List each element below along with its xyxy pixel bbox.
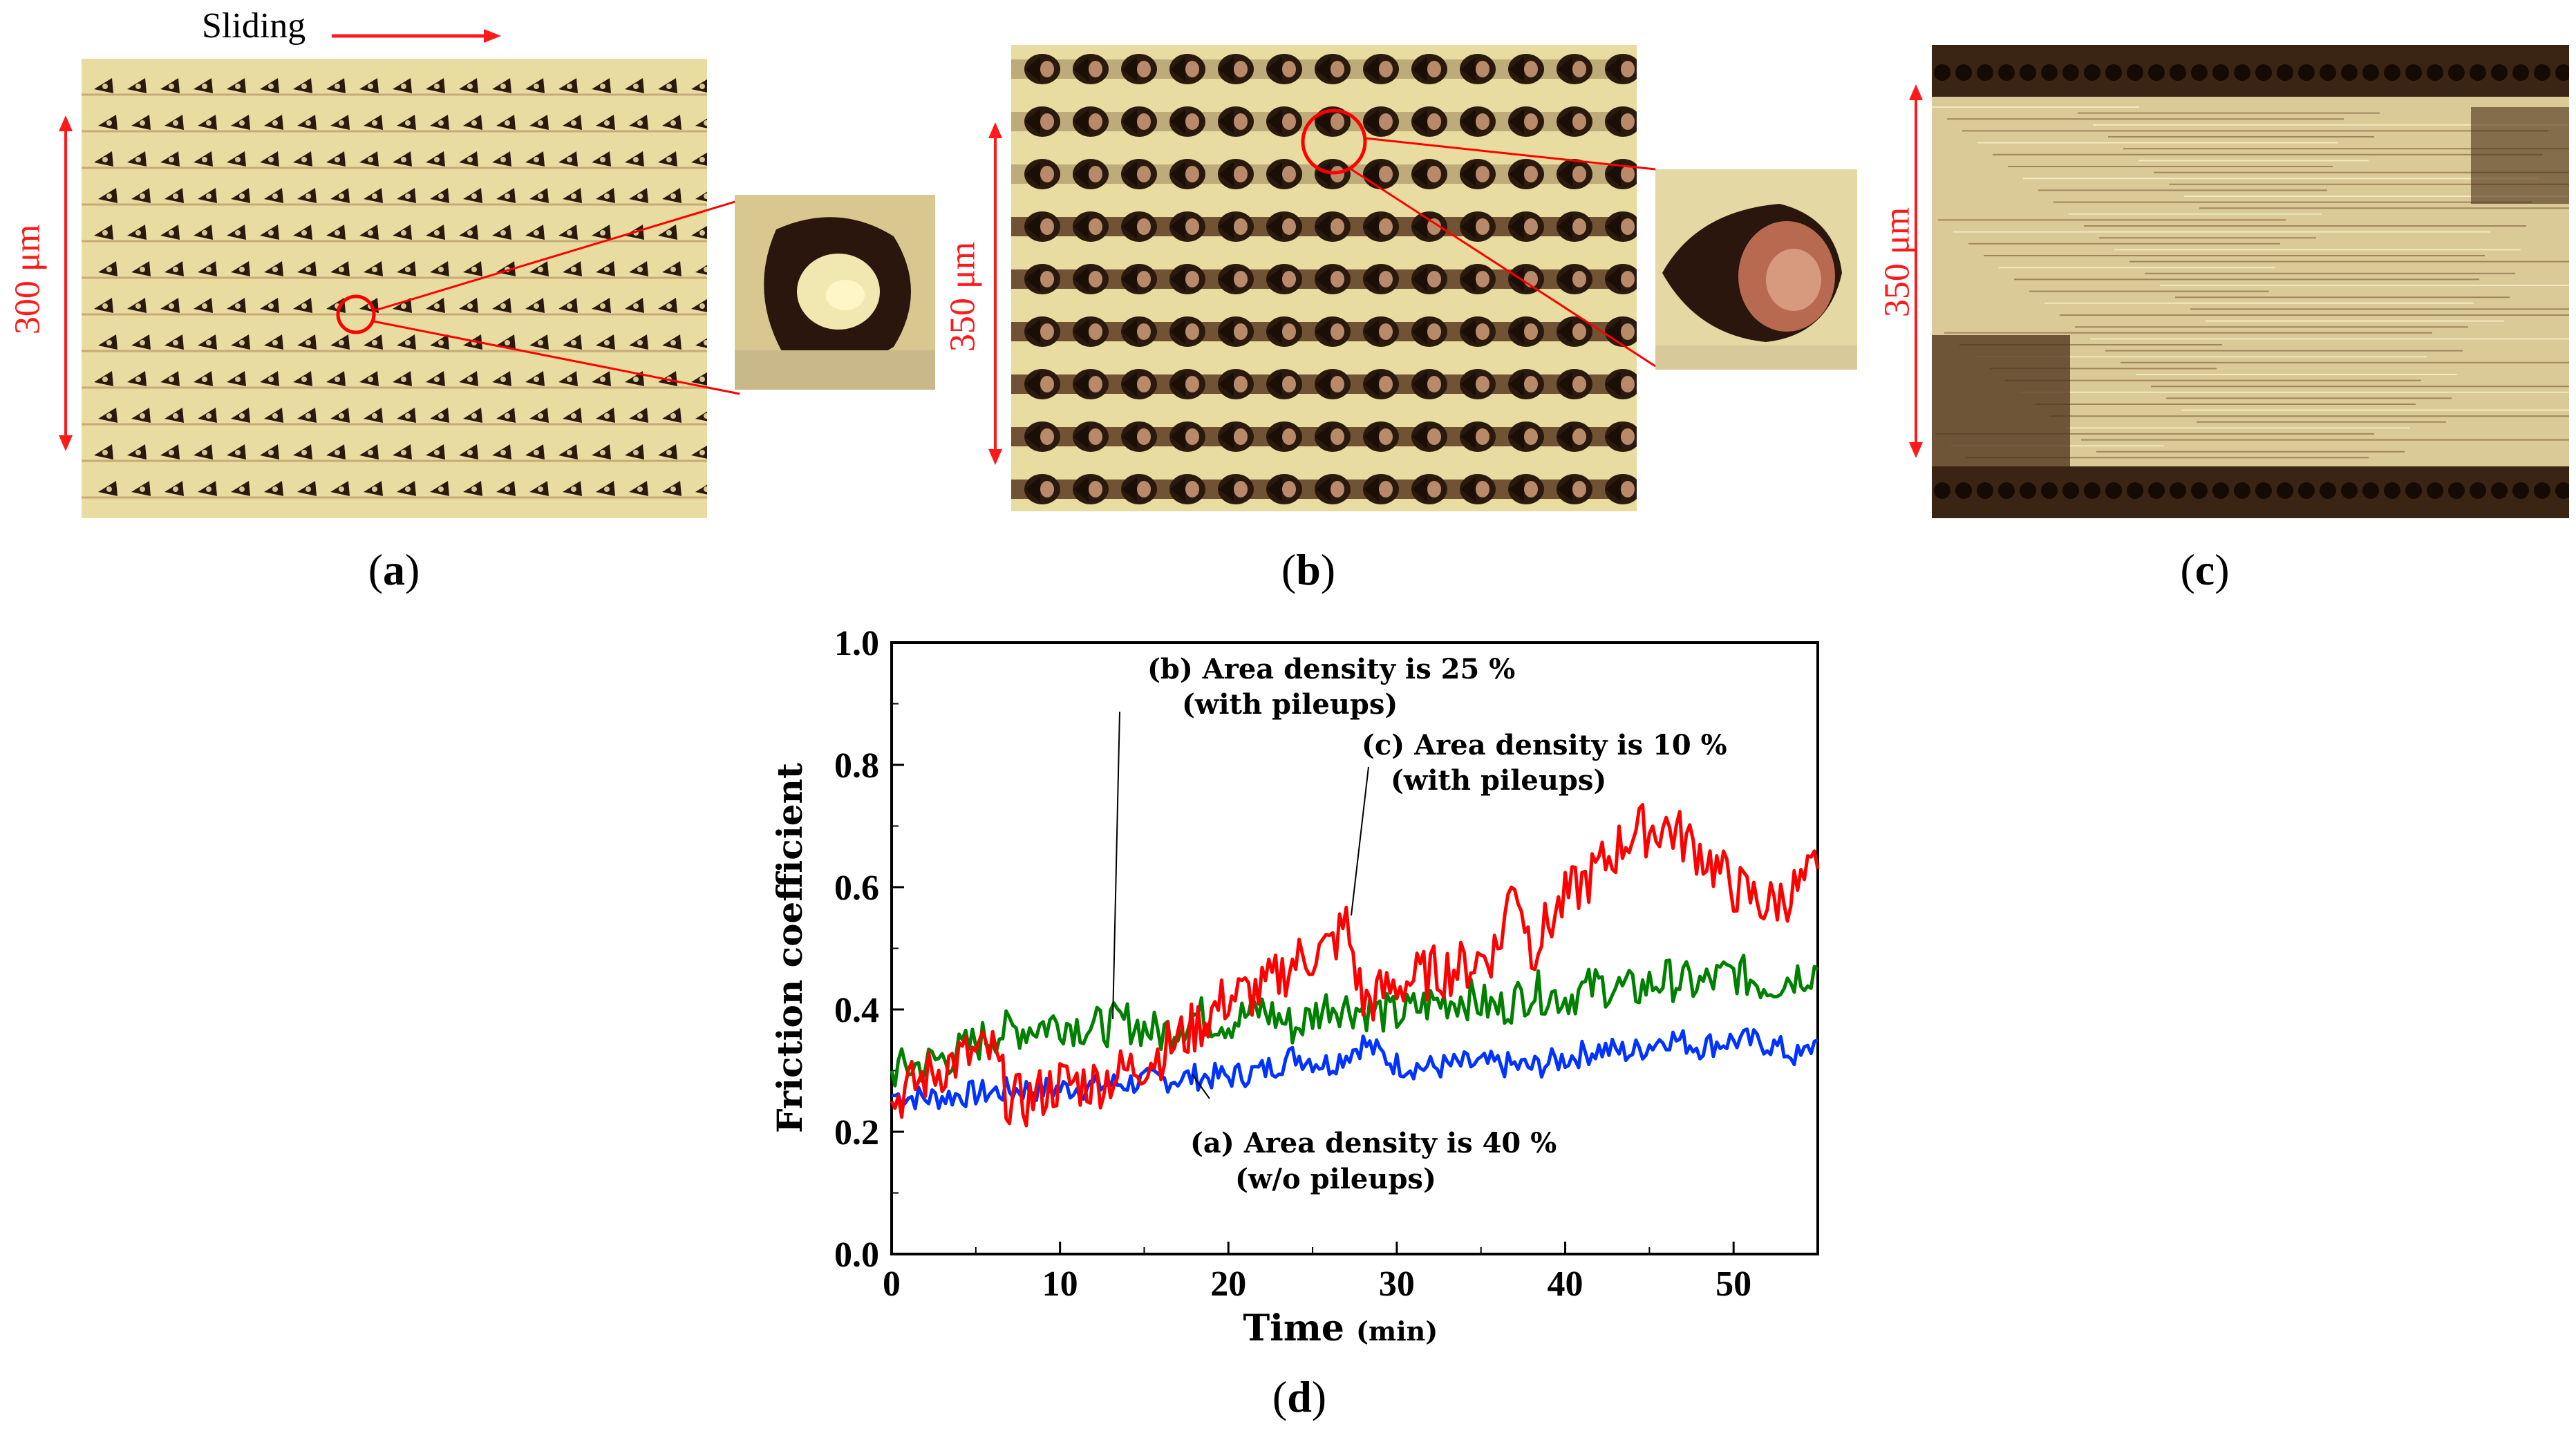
x-tick-label: 10 (1042, 1264, 1078, 1304)
y-axis-label: Friction coefficient (769, 763, 810, 1133)
x-axis-unit: (min) (1356, 1316, 1438, 1347)
y-tick-label: 0.0 (834, 1235, 879, 1275)
x-axis-label: Time (1243, 1307, 1344, 1349)
panel-label-a: (a) (368, 545, 420, 594)
leader-b (1112, 711, 1120, 1020)
annotation-c-title: (c) Area density is 10 % (1362, 729, 1727, 761)
panel-label-b: (b) (1281, 545, 1336, 594)
scale-bar-a (59, 115, 73, 451)
zoom-callout-a (336, 199, 740, 395)
annotation-b-title: (b) Area density is 25 % (1147, 653, 1515, 685)
x-tick-label: 40 (1548, 1264, 1583, 1304)
micrograph-a (82, 59, 707, 518)
scale-bar-b (988, 122, 1002, 465)
scale-label-c: 350 μm (1877, 207, 1917, 318)
y-tick-label: 0.4 (834, 991, 879, 1030)
micrograph-c (1932, 45, 2569, 518)
plot-frame (890, 641, 1819, 1255)
panel-label-c: (c) (2180, 545, 2230, 594)
inset-a (735, 195, 935, 390)
scale-bar-c (1909, 84, 1923, 458)
series-line-c (890, 803, 1820, 1128)
friction-chart: 0 10 20 30 40 50 0.0 0.2 0.4 0.6 0.8 1.0 (b) Area d… (769, 624, 1820, 1349)
y-tick-label: 0.6 (834, 869, 879, 908)
micrograph-b (1011, 45, 1637, 511)
series-line-b (890, 954, 1819, 1088)
inset-b (1655, 169, 1857, 370)
annotation-b-note: (with pileups) (1182, 688, 1398, 721)
leader-c (1351, 766, 1369, 916)
x-tick-label: 50 (1715, 1264, 1751, 1304)
y-tick-label: 0.2 (834, 1113, 879, 1152)
series-line-a (891, 1027, 1818, 1110)
scale-label-b: 350 μm (943, 241, 983, 352)
leader-a (1192, 1074, 1210, 1099)
sliding-arrow (332, 29, 501, 43)
annotation-c-note: (with pileups) (1391, 764, 1606, 797)
y-tick-label: 1.0 (834, 624, 879, 663)
annotation-a-note: (w/o pileups) (1235, 1163, 1436, 1195)
y-tick-label: 0.8 (834, 746, 879, 786)
x-tick-label: 20 (1210, 1264, 1246, 1304)
sliding-label: Sliding (202, 6, 306, 46)
zoom-callout-b (1301, 108, 1656, 368)
scale-label-a: 300 μm (8, 224, 48, 335)
x-tick-label: 30 (1379, 1264, 1415, 1304)
annotation-a-title: (a) Area density is 40 % (1190, 1127, 1557, 1159)
panel-label-d: (d) (1272, 1372, 1327, 1421)
x-tick-label: 0 (883, 1264, 901, 1304)
